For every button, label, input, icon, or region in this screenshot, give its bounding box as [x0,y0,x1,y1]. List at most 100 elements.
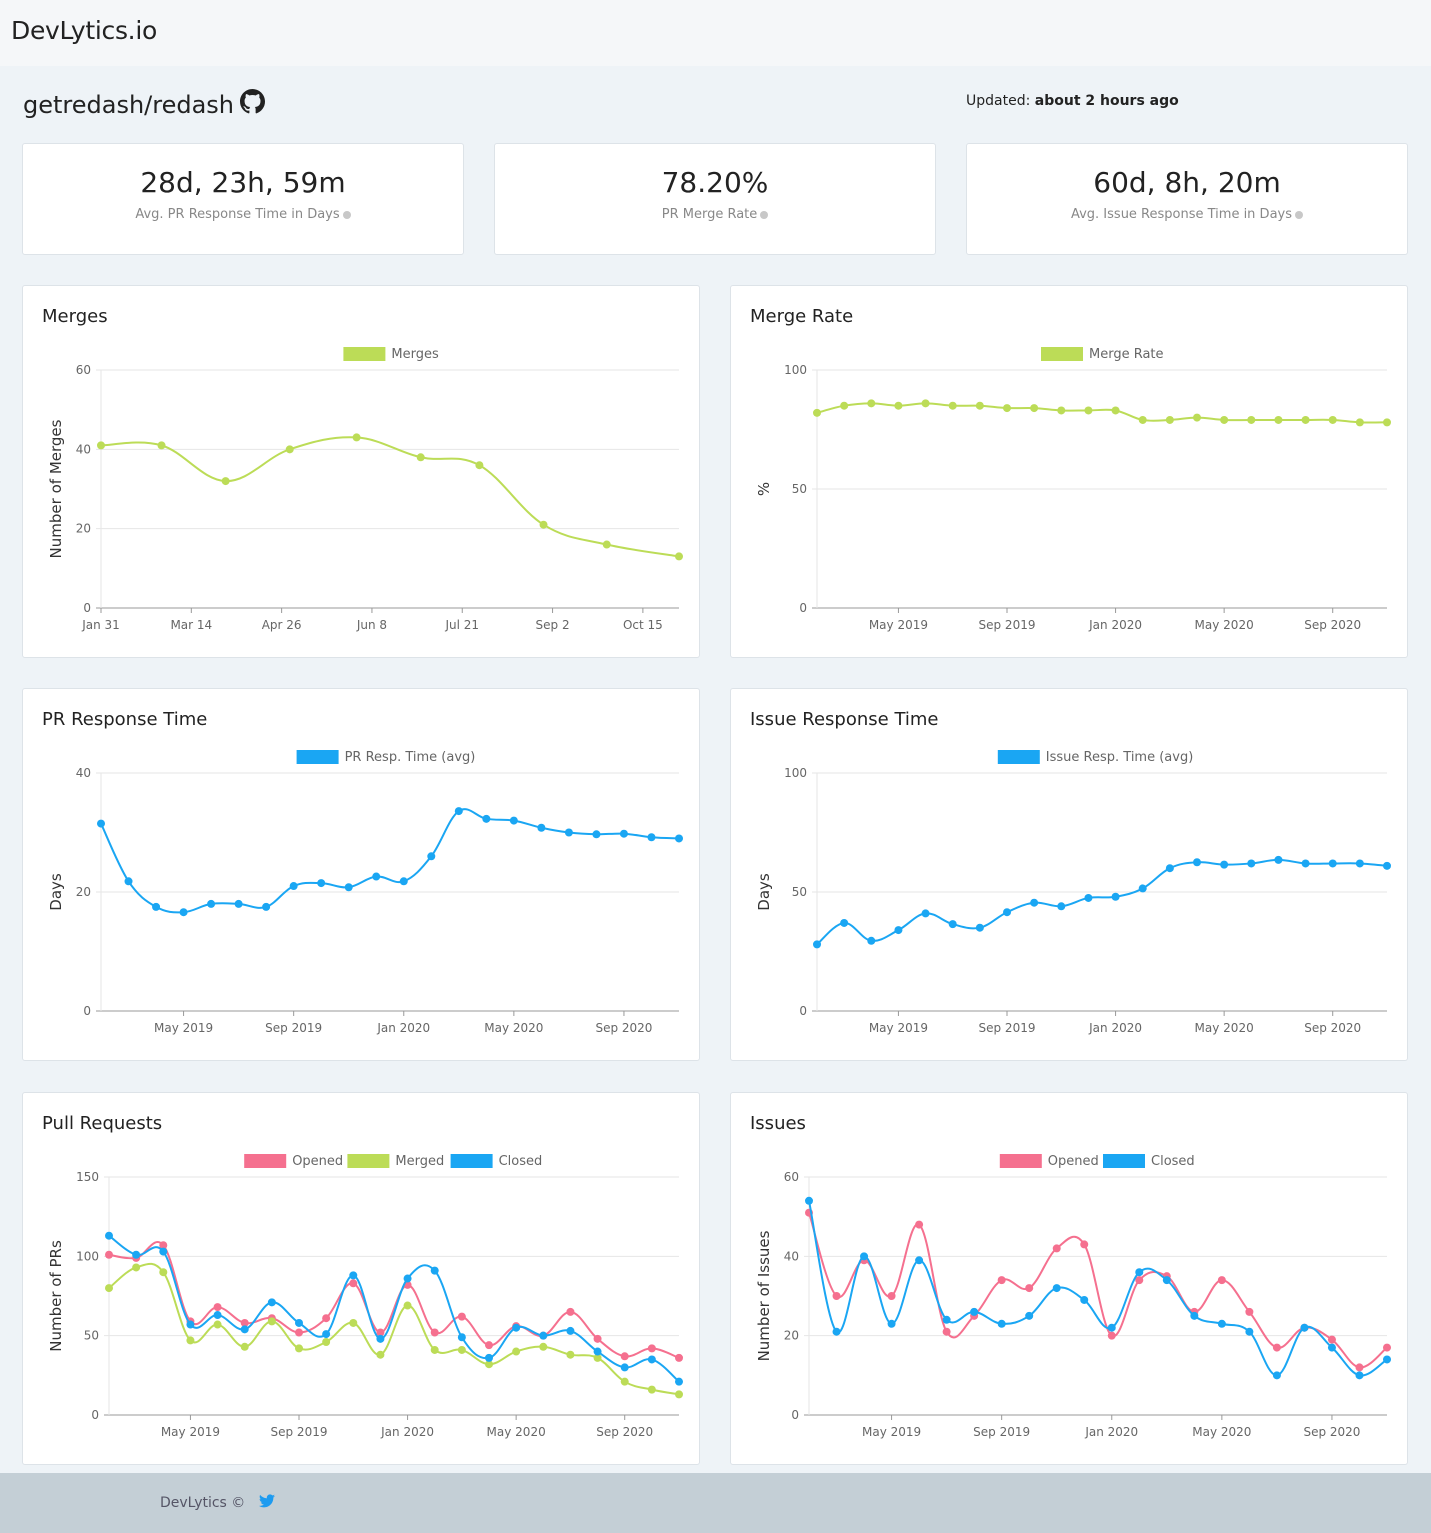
legend-swatch [347,1154,390,1168]
data-point [1193,413,1201,422]
y-tick-label: 150 [76,1170,99,1184]
data-point [1383,1343,1391,1352]
data-point [1057,902,1066,911]
data-point [159,1247,168,1256]
legend-label: Merges [391,347,439,362]
data-point [1301,859,1310,868]
data-point [267,1298,276,1307]
data-point [647,833,656,842]
series-line [108,1262,680,1396]
data-point [430,1345,439,1354]
x-tick-label: May 2020 [484,1021,543,1035]
data-point [349,1271,358,1280]
data-point [454,807,463,816]
data-point [1328,859,1337,868]
data-point [267,1317,276,1326]
data-point [1383,1355,1391,1364]
y-tick-label: 50 [792,885,807,899]
help-icon[interactable] [760,210,769,219]
x-tick-label: May 2019 [154,1021,213,1035]
y-tick-label: 0 [91,1408,99,1422]
data-point [1272,1343,1281,1352]
data-point [1355,1363,1364,1372]
data-point [942,1327,951,1336]
data-point [221,477,230,486]
data-point [1025,1284,1034,1293]
y-tick-label: 100 [76,1249,99,1263]
brand-logo[interactable]: DevLytics.io [11,16,157,45]
legend-label: Opened [1048,1154,1099,1169]
stat-label: PR Merge Rate [495,207,935,222]
data-point [186,1336,195,1345]
twitter-icon[interactable] [259,1494,275,1513]
data-point [1084,406,1093,415]
updated-label: Updated: [966,93,1031,109]
data-point [240,1325,249,1334]
data-point [317,879,326,888]
data-point [234,899,243,908]
y-tick-label: 40 [76,766,91,780]
data-point [942,1315,951,1324]
data-point [921,399,930,408]
legend-swatch [1103,1154,1145,1168]
data-point [1084,893,1093,902]
footer: DevLytics © [0,1473,1431,1533]
data-point [376,1350,385,1359]
stat-value: 78.20% [661,166,769,199]
data-point [512,1323,521,1332]
data-point [152,902,161,911]
data-point [322,1338,331,1347]
data-point [1245,1307,1254,1316]
data-point [132,1263,141,1272]
data-point [213,1320,222,1329]
data-point [1355,1371,1364,1380]
data-point [1247,415,1256,424]
data-point [975,401,984,410]
data-point [602,540,611,549]
y-axis-label: Number of PRs [47,1240,65,1352]
data-point [285,445,294,454]
data-point [566,1350,575,1359]
chart-title: Merges [42,306,108,327]
data-point [948,920,957,929]
data-point [1355,859,1364,868]
data-point [485,1360,493,1369]
y-tick-label: 40 [784,1249,799,1263]
data-point [539,1342,548,1351]
data-point [1190,1311,1199,1320]
data-point [1328,415,1337,424]
navbar: DevLytics.io [0,0,1431,66]
y-tick-label: 20 [784,1329,799,1343]
data-point [1052,1244,1061,1253]
series-line [108,1241,680,1359]
data-point [485,1353,493,1362]
data-point [887,1319,896,1328]
data-point [592,830,601,839]
github-icon[interactable] [240,89,266,120]
stat-value: 28d, 23h, 59m [140,166,346,199]
data-point [1057,406,1066,415]
help-icon[interactable] [1295,210,1304,219]
data-point [352,433,361,442]
y-tick-label: 0 [799,601,807,615]
series-line [108,1234,680,1383]
repo-name: getredash/redash [23,90,235,119]
data-point [564,828,573,837]
stat-value: 60d, 8h, 20m [1093,166,1281,199]
stat-label-text: PR Merge Rate [661,207,758,222]
data-point [566,1326,575,1335]
x-tick-label: Sep 2020 [1304,1021,1361,1035]
help-icon[interactable] [342,210,351,219]
data-point [647,1355,656,1364]
data-point [593,1353,602,1362]
issues-chart: 0 20 40 60 May 2019 Sep 2019 Jan 2020 May 2020 S… [755,1154,1391,1439]
legend-label: Merged [395,1154,444,1169]
updated-value: about 2 hours ago [1034,93,1179,109]
stat-label: Avg. Issue Response Time in Days [967,207,1407,222]
chart-card-pull-requests: Pull Requests 0 50 100 150 May 2019 Sep 2019 J… [22,1092,700,1465]
legend-label: Closed [499,1154,543,1169]
data-point [1383,418,1391,427]
data-point [1030,898,1039,907]
x-tick-label: Jul 21 [444,618,479,632]
pull-requests-chart: 0 50 100 150 May 2019 Sep 2019 Jan 2020 May 202… [47,1154,683,1439]
